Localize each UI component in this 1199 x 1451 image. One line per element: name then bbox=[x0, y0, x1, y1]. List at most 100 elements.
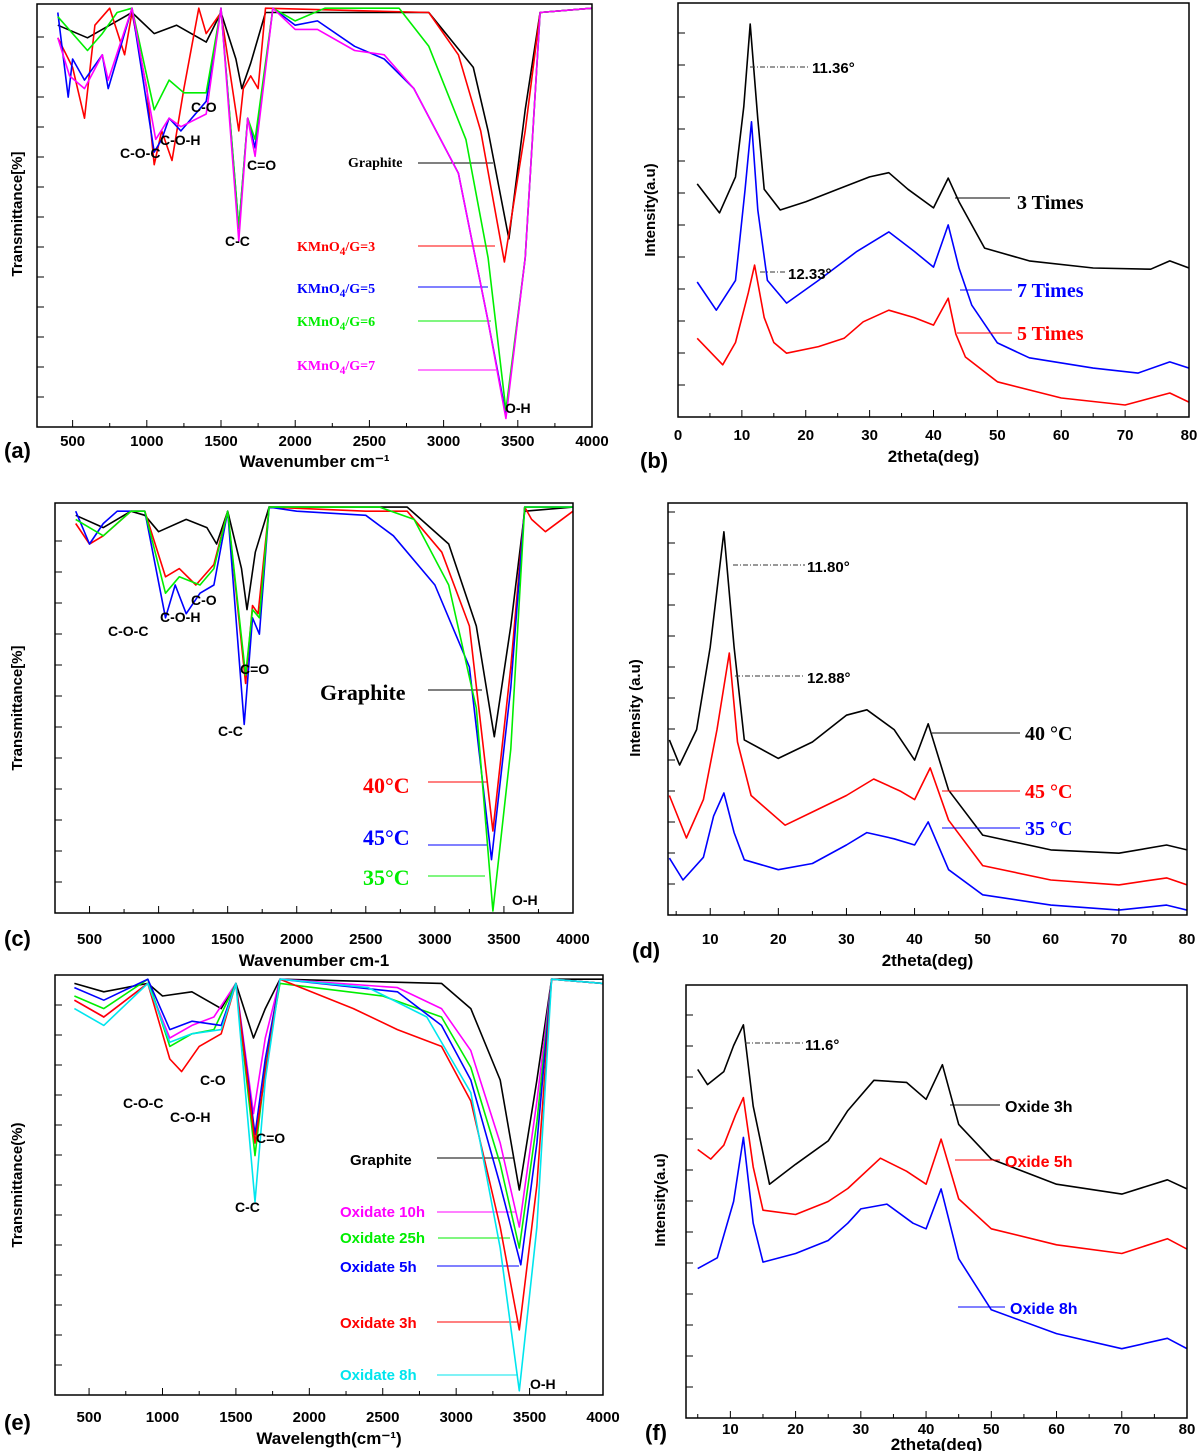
series-line-5 bbox=[74, 978, 603, 1392]
plot-frame bbox=[36, 3, 593, 428]
series-line-2 bbox=[697, 1136, 1187, 1350]
series-line-0 bbox=[668, 530, 1187, 855]
x-tick-label: 20 bbox=[787, 1421, 804, 1438]
x-tick-label: 20 bbox=[797, 427, 814, 444]
band-label: O-H bbox=[512, 892, 538, 908]
panel-label: (c) bbox=[4, 926, 31, 951]
series-label: KMnO4/G=6 bbox=[297, 315, 375, 333]
series-label: KMnO4/G=7 bbox=[297, 359, 375, 377]
x-tick-label: 3500 bbox=[513, 1409, 546, 1426]
x-tick-label: 50 bbox=[989, 427, 1006, 444]
series-line-4 bbox=[74, 978, 603, 1331]
x-tick-label: 30 bbox=[838, 931, 855, 948]
series-label: Graphite bbox=[320, 680, 406, 705]
band-label: O-H bbox=[505, 400, 531, 416]
x-tick-label: 70 bbox=[1113, 1421, 1130, 1438]
x-tick-label: 40 bbox=[906, 931, 923, 948]
y-axis-label: Intensity(a.u) bbox=[642, 163, 659, 256]
x-tick-label: 4000 bbox=[556, 931, 589, 948]
band-label: C=O bbox=[256, 1130, 285, 1146]
series-line-1 bbox=[696, 121, 1189, 374]
x-tick-label: 40 bbox=[918, 1421, 935, 1438]
x-tick-label: 3000 bbox=[418, 931, 451, 948]
series-label: Oxidate 25h bbox=[340, 1230, 425, 1247]
series-label: Oxidate 10h bbox=[340, 1204, 425, 1221]
x-tick-label: 2500 bbox=[349, 931, 382, 948]
band-label: C-O-H bbox=[170, 1109, 210, 1125]
chart-panel-d: 40 °C 45 °C 35 °C 10 20 30 40 50 60 70 80 2theta(de… bbox=[627, 502, 1196, 970]
series-line-3 bbox=[75, 506, 573, 912]
plot-frame bbox=[667, 502, 1188, 916]
x-tick-label: 50 bbox=[983, 1421, 1000, 1438]
x-tick-label: 3500 bbox=[501, 433, 534, 450]
series-line-3 bbox=[74, 978, 603, 1266]
x-tick-label: 70 bbox=[1111, 931, 1128, 948]
series-label: 5 Times bbox=[1017, 323, 1084, 345]
x-tick-label: 1500 bbox=[211, 931, 244, 948]
band-label: C-O bbox=[191, 592, 217, 608]
chart-panel-b: 3 Times 7 Times 5 Times 0 10 20 30 40 50 60 70 80 2t… bbox=[640, 2, 1198, 473]
x-tick-label: 80 bbox=[1179, 931, 1196, 948]
x-tick-label: 1500 bbox=[204, 433, 237, 450]
series-line-0 bbox=[697, 1024, 1187, 1195]
x-tick-label: 30 bbox=[852, 1421, 869, 1438]
x-axis-label: 2theta(deg) bbox=[891, 1435, 983, 1451]
series-line-2 bbox=[668, 792, 1187, 911]
x-tick-label: 4000 bbox=[575, 433, 608, 450]
x-tick-label: 10 bbox=[722, 1421, 739, 1438]
band-label: C-C bbox=[218, 723, 243, 739]
x-tick-label: 500 bbox=[60, 433, 85, 450]
band-label: C-O-C bbox=[108, 623, 148, 639]
panel-label: (f) bbox=[645, 1420, 667, 1445]
series-label: KMnO4/G=3 bbox=[297, 240, 375, 258]
x-tick-label: 3000 bbox=[439, 1409, 472, 1426]
x-tick-label: 2000 bbox=[293, 1409, 326, 1426]
series-label: 40 °C bbox=[1025, 723, 1072, 745]
chart-panel-e: Graphite Oxidate 10h Oxidate 25h Oxidate 5h… bbox=[4, 974, 620, 1448]
series-line-0 bbox=[74, 978, 603, 1191]
band-label: C-O-H bbox=[160, 132, 200, 148]
band-label: C-O-H bbox=[160, 609, 200, 625]
y-axis-label: Transmittance[%] bbox=[9, 645, 26, 770]
series-label: 40°C bbox=[363, 773, 410, 798]
peak-position-label: 11.36° bbox=[812, 60, 855, 77]
band-label: C=O bbox=[240, 661, 269, 677]
chart-panel-f: Oxide 3h Oxide 5h Oxide 8h 10 20 30 40 50 60 70 80… bbox=[645, 984, 1195, 1451]
x-tick-label: 20 bbox=[770, 931, 787, 948]
x-tick-label: 500 bbox=[77, 1409, 102, 1426]
series-label: Oxidate 8h bbox=[340, 1367, 417, 1384]
series-line-1 bbox=[74, 978, 603, 1228]
x-tick-label: 1000 bbox=[130, 433, 163, 450]
x-axis-label: Wavenumber cm-1 bbox=[239, 951, 390, 970]
x-axis-label: Wavenumber cm⁻¹ bbox=[239, 452, 389, 471]
series-line-0 bbox=[57, 7, 592, 240]
series-line-2 bbox=[74, 978, 603, 1249]
series-line-1 bbox=[668, 652, 1187, 886]
x-axis-label: 2theta(deg) bbox=[882, 951, 974, 970]
y-axis-label: Intensity (a.u) bbox=[627, 659, 644, 757]
y-axis-label: Transmittance(%) bbox=[9, 1122, 26, 1247]
series-line-1 bbox=[57, 7, 592, 263]
band-label: C-O-C bbox=[120, 145, 160, 161]
series-label: 45 °C bbox=[1025, 781, 1072, 803]
x-tick-label: 10 bbox=[702, 931, 719, 948]
series-label: KMnO4/G=5 bbox=[297, 282, 375, 300]
series-label: 3 Times bbox=[1017, 192, 1084, 214]
x-tick-label: 2000 bbox=[279, 433, 312, 450]
x-tick-label: 3000 bbox=[427, 433, 460, 450]
x-tick-label: 50 bbox=[974, 931, 991, 948]
peak-position-label: 11.6° bbox=[805, 1037, 839, 1054]
series-line-3 bbox=[57, 7, 592, 411]
peak-position-label: 12.33° bbox=[788, 266, 832, 283]
series-label: 35 °C bbox=[1025, 818, 1072, 840]
series-label: Oxidate 5h bbox=[340, 1259, 417, 1276]
x-tick-label: 2000 bbox=[280, 931, 313, 948]
x-tick-label: 40 bbox=[925, 427, 942, 444]
series-line-1 bbox=[697, 1096, 1187, 1255]
peak-position-label: 12.88° bbox=[807, 670, 851, 687]
series-line-0 bbox=[696, 23, 1189, 271]
x-tick-label: 2500 bbox=[353, 433, 386, 450]
x-tick-label: 80 bbox=[1181, 427, 1198, 444]
series-label: 45°C bbox=[363, 825, 410, 850]
x-axis-label: 2theta(deg) bbox=[888, 447, 980, 466]
